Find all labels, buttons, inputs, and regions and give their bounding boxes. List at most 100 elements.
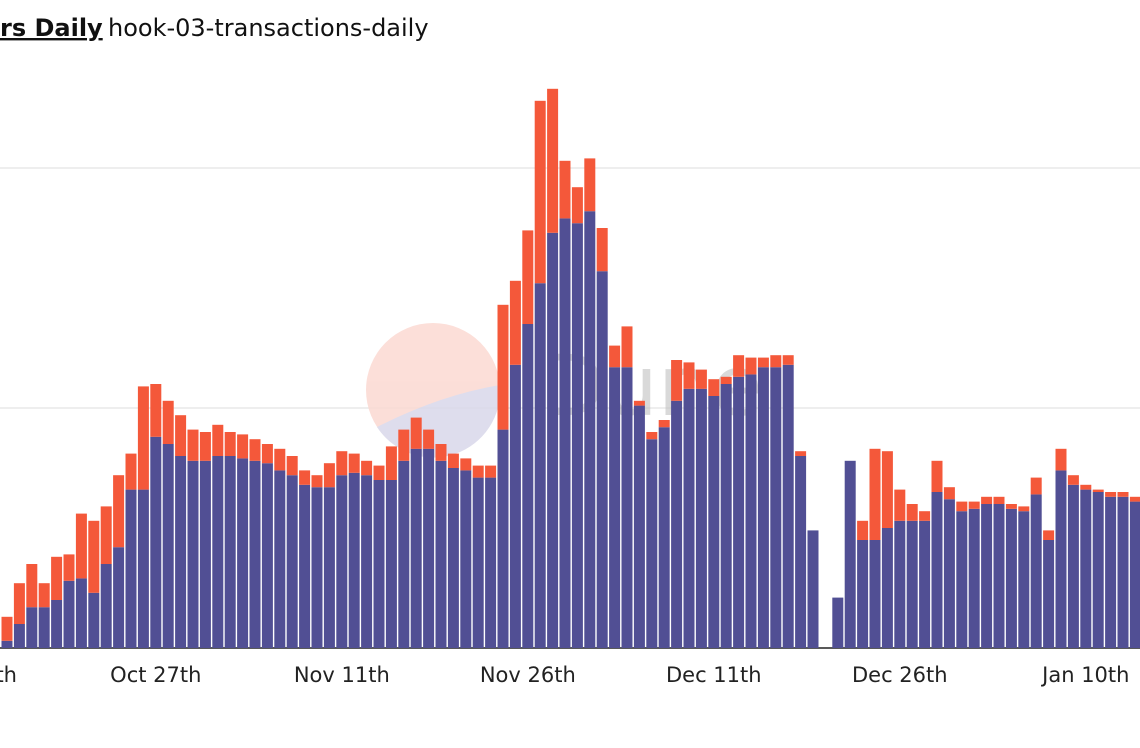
bar-segment (993, 504, 1005, 648)
bar-segment (1067, 484, 1079, 648)
bar-segment (137, 489, 149, 648)
bar-segment (943, 499, 955, 648)
bar-segment (460, 470, 472, 648)
bar-segment (336, 475, 348, 648)
bar-segment (522, 230, 534, 324)
x-tick-label: Oct 27th (110, 663, 201, 687)
bar-segment (1092, 489, 1104, 492)
bar-segment (261, 463, 273, 648)
bar-segment (447, 468, 459, 648)
bar-segment (1030, 477, 1042, 495)
bar-segment (410, 417, 422, 449)
bar-segment (385, 480, 397, 648)
bar-segment (88, 520, 100, 593)
bar-segment (286, 456, 298, 476)
bar-segment (857, 540, 869, 648)
bar-segment (137, 386, 149, 490)
bar-segment (547, 232, 559, 649)
bar-segment (881, 451, 893, 528)
bar-segment (906, 520, 918, 648)
bar-segment (398, 429, 410, 461)
bar-segment (770, 367, 782, 648)
bar-segment (199, 460, 211, 648)
bar-segment (125, 489, 137, 648)
bar-segment (460, 458, 472, 471)
bar-segment (720, 384, 732, 648)
bar-segment (1080, 489, 1092, 648)
bar-segment (795, 456, 807, 648)
bar-segment (1030, 494, 1042, 648)
chart-title[interactable]: rs Daily (0, 14, 103, 42)
bar-segment (956, 501, 968, 512)
bar-segment (733, 355, 745, 377)
bar-segment (981, 504, 993, 648)
bar-segment (919, 511, 931, 521)
bar-segment (906, 504, 918, 521)
bar-segment (1005, 504, 1017, 509)
bar-segment (51, 600, 63, 648)
bar-segment (472, 477, 484, 648)
bar-segment (1, 640, 13, 648)
bar-segment (522, 324, 534, 648)
bar-segment (956, 511, 968, 648)
bar-segment (894, 489, 906, 521)
bar-segment (1018, 511, 1030, 648)
bar-segment (943, 487, 955, 500)
bar-segment (1067, 475, 1079, 485)
bar-segment (435, 444, 447, 461)
bar-segment (13, 583, 25, 624)
bar-segment (857, 520, 869, 540)
bar-segment (571, 187, 583, 224)
bar-segment (497, 304, 509, 430)
bar-segment (286, 475, 298, 648)
bar-segment (633, 405, 645, 648)
bar-segment (38, 583, 50, 608)
bar-segment (447, 453, 459, 468)
bar-segment (299, 470, 311, 485)
bar-segment (175, 456, 187, 648)
bar-segment (410, 448, 422, 648)
bar-segment (894, 520, 906, 648)
bar-segment (274, 448, 286, 471)
bar-segment (584, 158, 596, 212)
bar-segment (13, 624, 25, 648)
bar-segment (150, 436, 162, 648)
bar-segment (733, 376, 745, 648)
bar-segment (435, 460, 447, 648)
bar-segment (361, 475, 373, 648)
x-tick-label: th (0, 663, 17, 687)
bar-segment (1129, 501, 1140, 648)
bar-segment (621, 367, 633, 648)
bar-segment (1043, 540, 1055, 648)
bar-segment (1080, 484, 1092, 490)
bar-segment (1105, 492, 1117, 497)
x-tick-label: Dec 11th (666, 663, 762, 687)
bar-segment (1043, 530, 1055, 540)
bar-segment (559, 218, 571, 648)
bar-segment (299, 484, 311, 648)
bar-segment (336, 451, 348, 476)
bar-segment (348, 453, 360, 473)
bar-segment (1117, 492, 1129, 497)
bar-segment (38, 607, 50, 648)
bar-segment (373, 465, 385, 480)
bar-segment (162, 400, 174, 444)
bar-segment (844, 460, 856, 648)
bar-segment (472, 465, 484, 478)
bar-segment (782, 364, 794, 648)
bar-segment (931, 460, 943, 492)
bar-segment (1055, 448, 1067, 471)
bar-segment (1129, 496, 1140, 502)
bar-segment (26, 564, 38, 608)
bar-segment (869, 540, 881, 648)
bar-segment (770, 355, 782, 368)
bar-segment (224, 456, 236, 648)
bar-segment (150, 384, 162, 437)
bar-segment (596, 228, 608, 272)
bar-segment (224, 432, 236, 456)
bar-segment (658, 427, 670, 648)
bar-segment (75, 513, 87, 579)
bar-segment (919, 520, 931, 648)
bar-segment (584, 211, 596, 648)
bar-segment (745, 357, 757, 375)
